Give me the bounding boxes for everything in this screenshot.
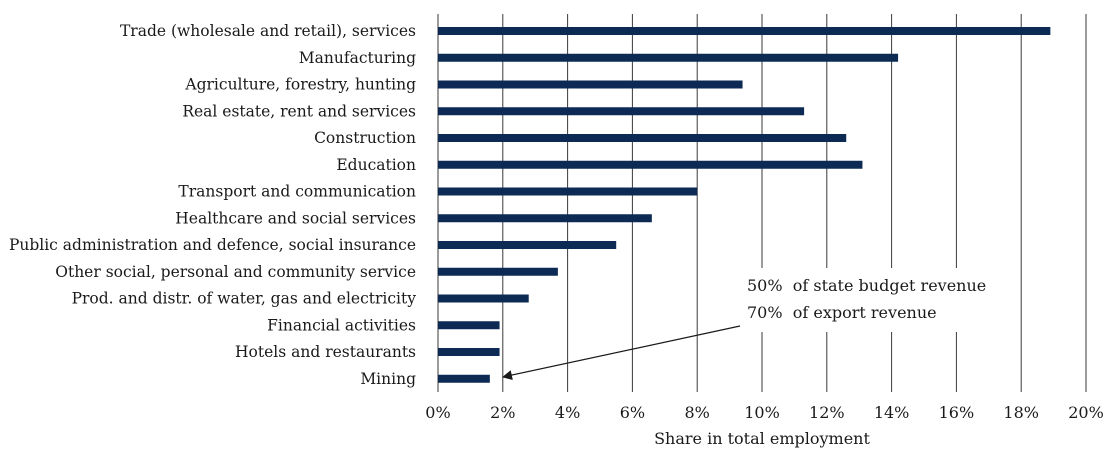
bar [438, 160, 863, 169]
category-label: Agriculture, forestry, hunting [184, 76, 416, 94]
annotation-arrow [502, 325, 741, 380]
x-tick-label: 14% [874, 403, 910, 422]
annotation-line-2: 70% of export revenue [747, 303, 937, 322]
category-label: Hotels and restaurants [235, 343, 416, 361]
category-label: Transport and communication [178, 183, 416, 201]
x-tick-labels: 0% 2% 4% 6% 8% 10% 12% 14% 16% 18% 20% [425, 403, 1103, 422]
bar [438, 348, 500, 356]
x-tick-label: 10% [744, 403, 780, 422]
bar [438, 27, 1051, 35]
x-tick-label: 6% [620, 403, 645, 422]
bars [438, 27, 1051, 383]
x-tick-label: 2% [490, 403, 515, 422]
category-label: Other social, personal and community ser… [55, 263, 416, 281]
gridlines [437, 14, 1087, 392]
x-tick-label: 8% [685, 403, 710, 422]
category-label: Prod. and distr. of water, gas and elect… [72, 290, 417, 308]
bar [438, 187, 698, 196]
category-label: Education [336, 156, 416, 174]
bar [438, 53, 899, 62]
category-label: Public administration and defence, socia… [9, 236, 416, 254]
category-label: Real estate, rent and services [182, 102, 416, 120]
x-tick-label: 18% [1003, 403, 1039, 422]
x-tick-label: 20% [1068, 403, 1104, 422]
annotation-line-1: 50% of state budget revenue [747, 276, 986, 295]
x-axis-title: Share in total employment [654, 429, 870, 448]
x-tick-label: 0% [425, 403, 450, 422]
bar [438, 80, 743, 89]
x-tick-label: 16% [939, 403, 975, 422]
category-label: Mining [360, 370, 416, 388]
bar [438, 294, 529, 303]
category-label: Construction [314, 129, 416, 147]
bar [438, 107, 805, 116]
annotation-background [735, 268, 995, 332]
x-tick-label: 4% [555, 403, 580, 422]
bar [438, 134, 847, 142]
bar [438, 267, 558, 276]
category-label: Trade (wholesale and retail), services [120, 22, 416, 40]
category-label: Healthcare and social services [175, 209, 416, 227]
category-label: Manufacturing [299, 49, 416, 67]
bar [438, 241, 617, 249]
bar [438, 374, 490, 383]
annotation: 50% of state budget revenue 70% of expor… [502, 268, 995, 380]
bar [438, 214, 652, 223]
bar [438, 321, 500, 330]
category-label: Financial activities [267, 316, 416, 334]
x-tick-label: 12% [809, 403, 845, 422]
category-labels: Trade (wholesale and retail), services Ma… [9, 22, 416, 388]
